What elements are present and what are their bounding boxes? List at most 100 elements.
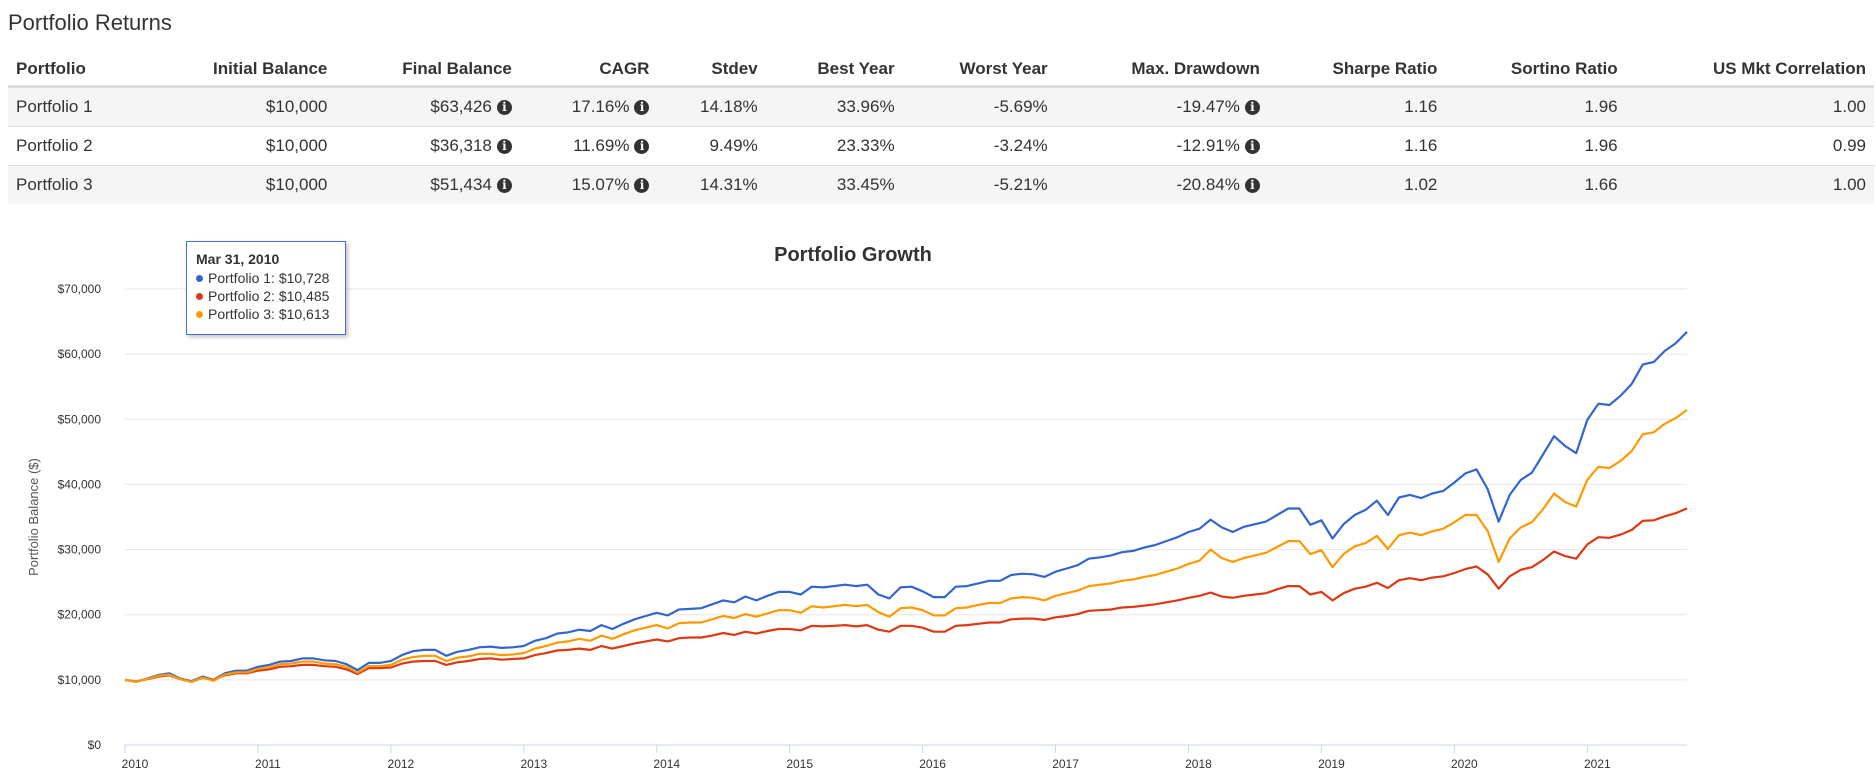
series-dot-icon bbox=[196, 275, 203, 282]
table-cell: $51,434 i bbox=[335, 165, 520, 204]
cell-value: 14.18% bbox=[700, 97, 758, 116]
tooltip-row: Portfolio 2: $10,485 bbox=[196, 287, 336, 305]
chart-title: Portfolio Growth bbox=[774, 244, 932, 266]
cell-value: 1.02 bbox=[1404, 175, 1438, 194]
column-header: Max. Drawdown bbox=[1055, 52, 1268, 88]
column-header: Stdev bbox=[657, 52, 766, 88]
column-header: Sortino Ratio bbox=[1445, 52, 1626, 88]
table-cell: $10,000 bbox=[143, 86, 336, 127]
table-cell: Portfolio 2 bbox=[8, 126, 144, 166]
table-cell: 1.96 bbox=[1445, 126, 1626, 166]
cell-value: 17.16% bbox=[571, 97, 630, 116]
info-circle-icon[interactable]: i bbox=[1244, 178, 1260, 193]
tooltip-row: Portfolio 1: $10,728 bbox=[196, 269, 336, 287]
table-cell: 14.31% bbox=[657, 165, 766, 204]
cell-value: 1.00 bbox=[1832, 175, 1866, 194]
column-header: US Mkt Correlation bbox=[1625, 52, 1874, 88]
x-tick-label: 2014 bbox=[653, 757, 680, 771]
series-line-1 bbox=[124, 331, 1688, 683]
y-tick-label: $40,000 bbox=[58, 477, 102, 491]
cell-value: 11.69% bbox=[573, 136, 630, 155]
table-cell: 1.02 bbox=[1267, 165, 1446, 204]
tooltip-row: Portfolio 3: $10,613 bbox=[196, 305, 336, 323]
cell-value: Portfolio 3 bbox=[16, 175, 93, 194]
table-cell: Portfolio 1 bbox=[8, 86, 144, 127]
table-cell: -19.47% i bbox=[1055, 86, 1268, 127]
series-line-2 bbox=[124, 507, 1688, 683]
cell-value: -12.91% bbox=[1176, 136, 1240, 155]
portfolio-returns-table: Portfolio Initial Balance Final Balance … bbox=[8, 52, 1874, 204]
cell-value: 33.96% bbox=[836, 97, 895, 116]
info-circle-icon[interactable]: i bbox=[496, 139, 512, 154]
table-cell: $63,426 i bbox=[335, 86, 520, 127]
info-circle-icon[interactable]: i bbox=[634, 100, 650, 115]
info-circle-icon[interactable]: i bbox=[634, 178, 650, 193]
cell-value: 0.99 bbox=[1832, 136, 1866, 155]
cell-value: 14.31% bbox=[700, 175, 758, 194]
cell-value: -3.24% bbox=[993, 136, 1048, 155]
column-header: Initial Balance bbox=[143, 52, 336, 88]
table-cell: -12.91% i bbox=[1055, 126, 1268, 166]
cell-value: 23.33% bbox=[836, 136, 895, 155]
info-circle-icon[interactable]: i bbox=[1244, 100, 1260, 115]
table-cell: $10,000 bbox=[143, 126, 336, 166]
tooltip-date: Mar 31, 2010 bbox=[196, 251, 280, 267]
table-cell: 0.99 bbox=[1625, 126, 1874, 166]
info-circle-icon[interactable]: i bbox=[1244, 139, 1260, 154]
cell-value: $63,426 bbox=[430, 97, 492, 116]
table-row: Portfolio 2 $10,000 $36,318 i 11.69% i 9.49% 23… bbox=[8, 126, 1874, 166]
table-cell: 1.16 bbox=[1267, 126, 1446, 166]
y-tick-label: $20,000 bbox=[58, 608, 102, 622]
table-cell: 1.00 bbox=[1625, 165, 1874, 204]
cell-value: 1.66 bbox=[1584, 175, 1618, 194]
cell-value: 1.16 bbox=[1404, 97, 1438, 116]
table-cell: 33.45% bbox=[765, 165, 903, 204]
table-header-row: Portfolio Initial Balance Final Balance … bbox=[8, 52, 1874, 88]
x-tick-label: 2012 bbox=[388, 757, 415, 771]
table-cell: Portfolio 3 bbox=[8, 165, 144, 204]
cell-value: 1.16 bbox=[1404, 136, 1438, 155]
y-tick-label: $70,000 bbox=[58, 282, 102, 296]
y-tick-label: $60,000 bbox=[58, 347, 102, 361]
column-header: Worst Year bbox=[902, 52, 1056, 88]
section-title: Portfolio Returns bbox=[8, 10, 172, 35]
portfolio-growth-chart: $0 $10,000 $20,000 $30,000 $40,000 $50,000 $60… bbox=[26, 244, 1688, 771]
table-cell: 23.33% bbox=[765, 126, 903, 166]
table-cell: 9.49% bbox=[657, 126, 766, 166]
table-cell: 33.96% bbox=[765, 86, 903, 127]
table-cell: 14.18% bbox=[657, 86, 766, 127]
table-cell: 17.16% i bbox=[519, 86, 658, 127]
y-axis-label: Portfolio Balance ($) bbox=[26, 458, 41, 576]
x-tick-label: 2017 bbox=[1052, 757, 1079, 771]
cell-value: -5.21% bbox=[993, 175, 1048, 194]
cell-value: -19.47% bbox=[1176, 97, 1240, 116]
tooltip-value: Portfolio 3: $10,613 bbox=[208, 306, 330, 322]
cell-value: $36,318 bbox=[430, 136, 492, 155]
cell-value: 15.07% bbox=[571, 175, 630, 194]
table-row: Portfolio 1 $10,000 $63,426 i 17.16% i 14.18% 3… bbox=[8, 86, 1874, 127]
cell-value: 1.00 bbox=[1832, 97, 1866, 116]
cell-value: $51,434 bbox=[430, 175, 492, 194]
table-cell: 1.16 bbox=[1267, 86, 1446, 127]
table-row: Portfolio 3 $10,000 $51,434 i 15.07% i 14.31% 3… bbox=[8, 165, 1874, 204]
tooltip-value: Portfolio 2: $10,485 bbox=[208, 288, 330, 304]
info-circle-icon[interactable]: i bbox=[634, 139, 650, 154]
cell-value: 1.96 bbox=[1584, 97, 1618, 116]
column-header: Best Year bbox=[765, 52, 903, 88]
table-cell: -5.21% bbox=[902, 165, 1056, 204]
cell-value: 1.96 bbox=[1584, 136, 1618, 155]
info-circle-icon[interactable]: i bbox=[496, 178, 512, 193]
x-tick-label: 2016 bbox=[919, 757, 946, 771]
table-cell: $36,318 i bbox=[335, 126, 520, 166]
table-cell: 11.69% i bbox=[519, 126, 658, 166]
column-header: Sharpe Ratio bbox=[1267, 52, 1446, 88]
series-dot-icon bbox=[196, 311, 203, 318]
x-tick-label: 2015 bbox=[786, 757, 813, 771]
info-circle-icon[interactable]: i bbox=[496, 100, 512, 115]
table-cell: $10,000 bbox=[143, 165, 336, 204]
cell-value: Portfolio 1 bbox=[16, 97, 93, 116]
x-tick-label: 2010 bbox=[122, 757, 149, 771]
table-cell: 1.00 bbox=[1625, 86, 1874, 127]
cell-value: -5.69% bbox=[993, 97, 1048, 116]
x-tick-label: 2013 bbox=[520, 757, 547, 771]
